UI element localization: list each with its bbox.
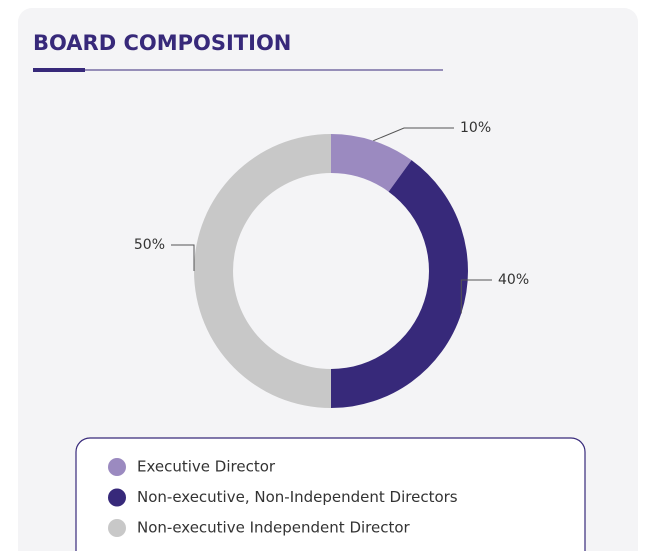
legend-swatch bbox=[108, 519, 126, 537]
donut-segment bbox=[331, 134, 412, 192]
legend bbox=[75, 437, 586, 551]
donut-segment bbox=[194, 134, 331, 408]
data-label: 50% bbox=[134, 237, 165, 253]
leader-line bbox=[373, 127, 454, 142]
legend-label: Executive Director bbox=[137, 458, 276, 476]
legend-label: Non-executive Independent Director bbox=[137, 519, 411, 537]
card bbox=[18, 8, 638, 551]
leader-line bbox=[460, 279, 492, 314]
data-label: 10% bbox=[460, 120, 491, 136]
leader-line bbox=[171, 244, 195, 271]
chart-title: BOARD COMPOSITION bbox=[33, 31, 291, 55]
data-label: 40% bbox=[498, 272, 529, 288]
donut-segment bbox=[331, 160, 468, 408]
legend-swatch bbox=[108, 488, 126, 507]
legend-label: Non-executive, Non-Independent Directors bbox=[137, 488, 458, 506]
legend-swatch bbox=[108, 458, 126, 476]
